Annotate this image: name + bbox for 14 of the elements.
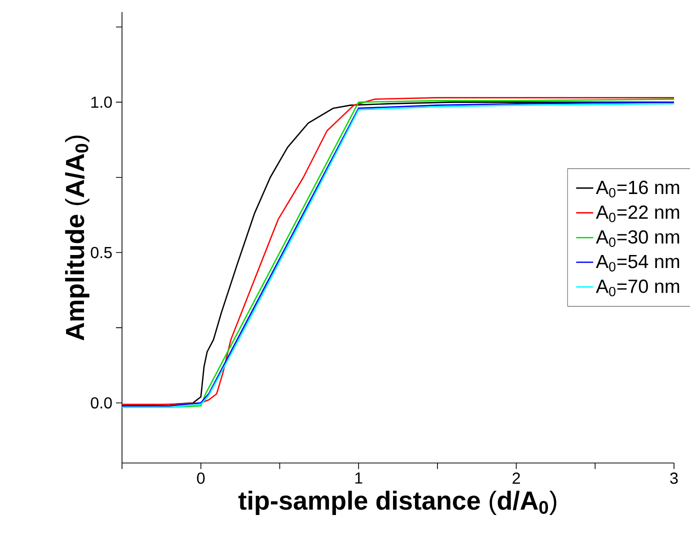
legend-label: A$_{0}$=16 nm [596,180,680,198]
y-tick-label: 0.5 [90,246,112,258]
y-tick-label: 1.0 [91,96,112,108]
legend-label: A$_{0}$=30 nm [596,230,680,247]
text: tip-sample distance (d/A$_{0}$) [238,490,556,515]
x-tick-label: 1 [355,472,362,484]
x-tick-label: 3 [670,472,678,484]
x-tick-label: 2 [512,472,520,484]
y-tick-label: 0.0 [90,397,112,409]
legend-label: A$_{0}$=70 nm [596,280,680,296]
legend-label: A$_{0}$=22 nm [596,205,680,222]
legend-label: A$_{0}$=54 nm [596,254,680,272]
x-tick-label: 0 [197,472,205,484]
text: Amplitude (A/A$_{0}$) [65,136,90,340]
